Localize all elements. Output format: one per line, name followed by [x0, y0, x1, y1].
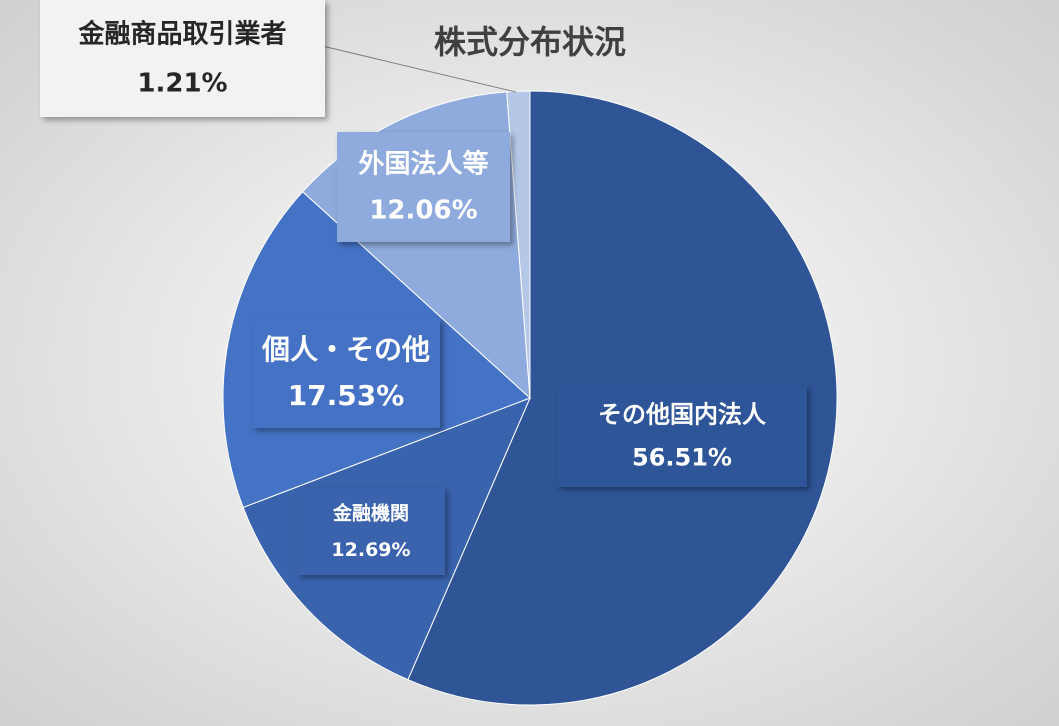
category-label: 金融機関: [332, 502, 409, 525]
label-box: [337, 132, 510, 242]
label-box: [40, 0, 325, 117]
value-label: 12.69%: [331, 539, 410, 561]
value-label: 56.51%: [632, 443, 732, 471]
category-label: その他国内法人: [598, 401, 766, 429]
value-label: 1.21%: [137, 69, 227, 99]
value-label: 17.53%: [288, 379, 405, 412]
label-box: [297, 488, 445, 575]
chart-title: 株式分布状況: [434, 23, 626, 61]
leader-line: [317, 44, 517, 93]
label-box: [252, 318, 440, 428]
category-label: 個人・その他: [261, 333, 430, 366]
value-label: 12.06%: [369, 196, 477, 226]
category-label: 外国法人等: [358, 149, 488, 180]
category-label: 金融商品取引業者: [77, 19, 286, 50]
label-box: [557, 385, 807, 487]
pie-slice: [506, 90, 531, 399]
